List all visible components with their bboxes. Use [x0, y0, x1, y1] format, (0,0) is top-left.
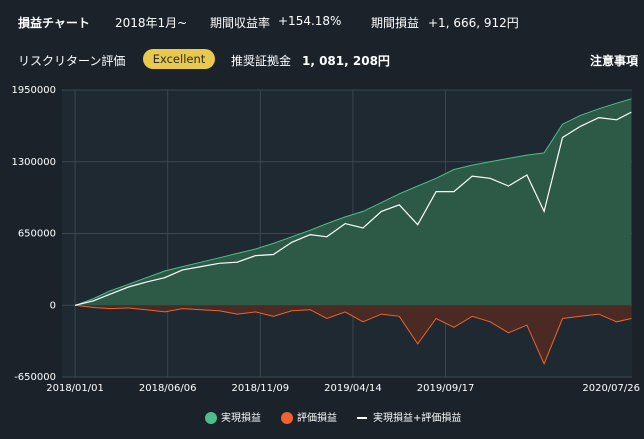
return-value: +154.18% [278, 14, 342, 28]
return-label: 期間収益率 [210, 16, 271, 30]
legend-label: 実現損益+評価損益 [373, 411, 461, 424]
rating-badge: Excellent [143, 49, 215, 69]
x-tick-label: 2018/06/06 [139, 383, 197, 394]
title: 損益チャート [18, 16, 90, 30]
y-tick-label: 1950000 [11, 85, 56, 96]
series-line [74, 111, 632, 306]
margin-label: 推奨証拠金 [231, 54, 292, 68]
series-line [75, 304, 632, 366]
pl-value: +1, 666, 912円 [428, 16, 519, 30]
x-tick-label: 2020/07/26 [582, 383, 640, 394]
legend-swatch [281, 412, 293, 424]
x-tick-label: 2019/04/14 [324, 383, 382, 394]
y-tick-label: 0 [50, 300, 56, 311]
x-tick-label: 2019/09/17 [417, 383, 475, 394]
series-line [74, 98, 632, 306]
pl-label: 期間損益 [371, 16, 420, 30]
series-area [75, 98, 632, 306]
y-tick-label: -650000 [14, 372, 56, 383]
legend-label: 評価損益 [297, 411, 337, 424]
notes-link[interactable]: 注意事項 [590, 54, 639, 68]
series-area [75, 305, 632, 364]
period: 2018年1月~ [115, 16, 188, 30]
y-tick-label: 650000 [18, 229, 56, 240]
x-tick-label: 2018/01/01 [46, 383, 104, 394]
y-tick-label: 1300000 [11, 157, 56, 168]
x-tick-label: 2018/11/09 [231, 383, 289, 394]
rating-label: リスクリターン評価 [18, 54, 126, 68]
legend-swatch [205, 412, 217, 424]
legend-label: 実現損益 [221, 411, 261, 424]
margin-value: 1, 081, 208円 [302, 54, 390, 68]
